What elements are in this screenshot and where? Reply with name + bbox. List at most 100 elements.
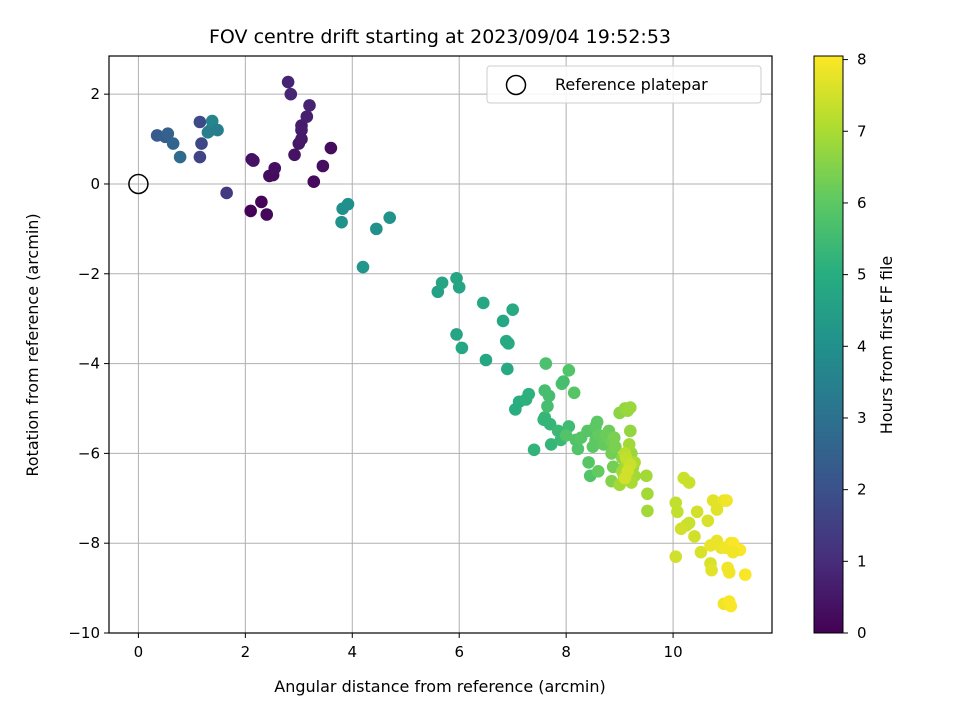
- data-point: [726, 545, 740, 559]
- colorbar: 0 1 2 3 4 5 6 7 8 Hours from first FF file: [813, 51, 896, 642]
- data-point: [559, 429, 573, 442]
- data-point: [307, 175, 321, 189]
- data-point: [669, 550, 683, 563]
- data-point: [694, 545, 708, 559]
- colorbar-tick-label: 8: [857, 51, 867, 69]
- x-tick-label: 8: [561, 643, 571, 661]
- y-tick-label: −4: [78, 355, 100, 373]
- colorbar-tick-label: 6: [857, 194, 867, 212]
- data-point: [195, 137, 208, 150]
- legend-box: [486, 65, 762, 104]
- data-point: [247, 154, 260, 167]
- data-point: [582, 456, 595, 469]
- data-points: [150, 75, 752, 613]
- legend: Reference platepar: [486, 65, 762, 104]
- data-point: [624, 424, 637, 438]
- data-point: [720, 494, 733, 507]
- data-point: [335, 215, 348, 229]
- data-point: [682, 476, 696, 489]
- data-point: [288, 148, 301, 162]
- colorbar-tick-label: 7: [857, 122, 867, 140]
- colorbar-tick-label: 1: [857, 552, 867, 570]
- data-point: [300, 110, 314, 123]
- data-point: [502, 337, 515, 350]
- data-point: [690, 505, 704, 519]
- y-tick-label: 0: [90, 175, 100, 193]
- data-point: [496, 314, 510, 328]
- data-point: [710, 503, 724, 516]
- x-tick-label: 6: [454, 643, 464, 661]
- x-tick-label: 0: [134, 643, 144, 661]
- data-point: [557, 375, 570, 388]
- data-point: [356, 260, 370, 274]
- data-point: [567, 386, 581, 400]
- data-point: [383, 211, 397, 224]
- colorbar-tick-label: 4: [857, 337, 867, 355]
- data-point: [193, 115, 207, 129]
- data-point: [435, 276, 449, 290]
- reference-platepar-marker: [128, 173, 149, 195]
- data-point: [244, 204, 257, 218]
- data-point: [220, 186, 233, 200]
- data-point: [705, 563, 718, 577]
- y-tick-label: −6: [78, 444, 100, 462]
- data-point: [452, 280, 466, 294]
- data-point: [722, 566, 736, 579]
- data-point: [640, 469, 653, 483]
- data-point: [674, 522, 688, 536]
- y-axis-label: Rotation from reference (arcmin): [23, 213, 42, 476]
- y-tick-label: 2: [90, 85, 100, 103]
- data-point: [590, 415, 604, 429]
- chart-title: FOV centre drift starting at 2023/09/04 …: [209, 26, 671, 48]
- data-point: [541, 399, 554, 413]
- data-point: [641, 504, 654, 518]
- data-point: [255, 195, 268, 209]
- x-tick-label: 2: [241, 643, 251, 661]
- data-point: [641, 487, 654, 501]
- data-point: [542, 389, 556, 403]
- data-point: [544, 438, 558, 451]
- data-point: [193, 150, 207, 164]
- data-point: [173, 150, 187, 164]
- data-point: [522, 387, 536, 401]
- data-point: [166, 137, 180, 150]
- data-point: [624, 401, 637, 414]
- data-point: [303, 99, 316, 112]
- y-tick-label: −8: [78, 534, 100, 552]
- plot-frame: [108, 55, 773, 634]
- data-point: [201, 126, 215, 139]
- data-point: [562, 364, 576, 377]
- data-point: [539, 357, 553, 370]
- x-tick-label: 10: [664, 643, 683, 661]
- data-point: [260, 208, 274, 221]
- data-point: [571, 442, 585, 456]
- data-point: [671, 505, 684, 519]
- colorbar-ticks: 0 1 2 3 4 5 6 7 8: [843, 51, 867, 642]
- data-point: [341, 197, 355, 211]
- data-point: [211, 123, 224, 137]
- data-point: [722, 595, 736, 608]
- colorbar-gradient: [813, 55, 844, 634]
- colorbar-tick-label: 5: [857, 266, 867, 284]
- data-point: [476, 296, 490, 310]
- data-point: [688, 530, 701, 543]
- y-axis-ticks: −10 −8 −6 −4 −2 0 2: [68, 85, 109, 642]
- data-point: [501, 362, 514, 376]
- data-point: [161, 127, 175, 140]
- y-tick-label: −10: [68, 624, 100, 642]
- data-point: [506, 303, 519, 317]
- y-tick-label: −2: [78, 265, 100, 283]
- data-point: [618, 471, 632, 485]
- data-point: [701, 514, 715, 528]
- colorbar-label: Hours from first FF file: [877, 256, 896, 435]
- data-point: [609, 440, 622, 453]
- colorbar-tick-label: 3: [857, 409, 867, 427]
- data-point: [591, 465, 605, 478]
- data-point: [284, 87, 298, 101]
- data-point: [479, 353, 493, 367]
- grid-lines: [109, 56, 772, 634]
- colorbar-tick-label: 2: [857, 481, 867, 499]
- data-point: [281, 75, 295, 89]
- data-point: [450, 328, 463, 341]
